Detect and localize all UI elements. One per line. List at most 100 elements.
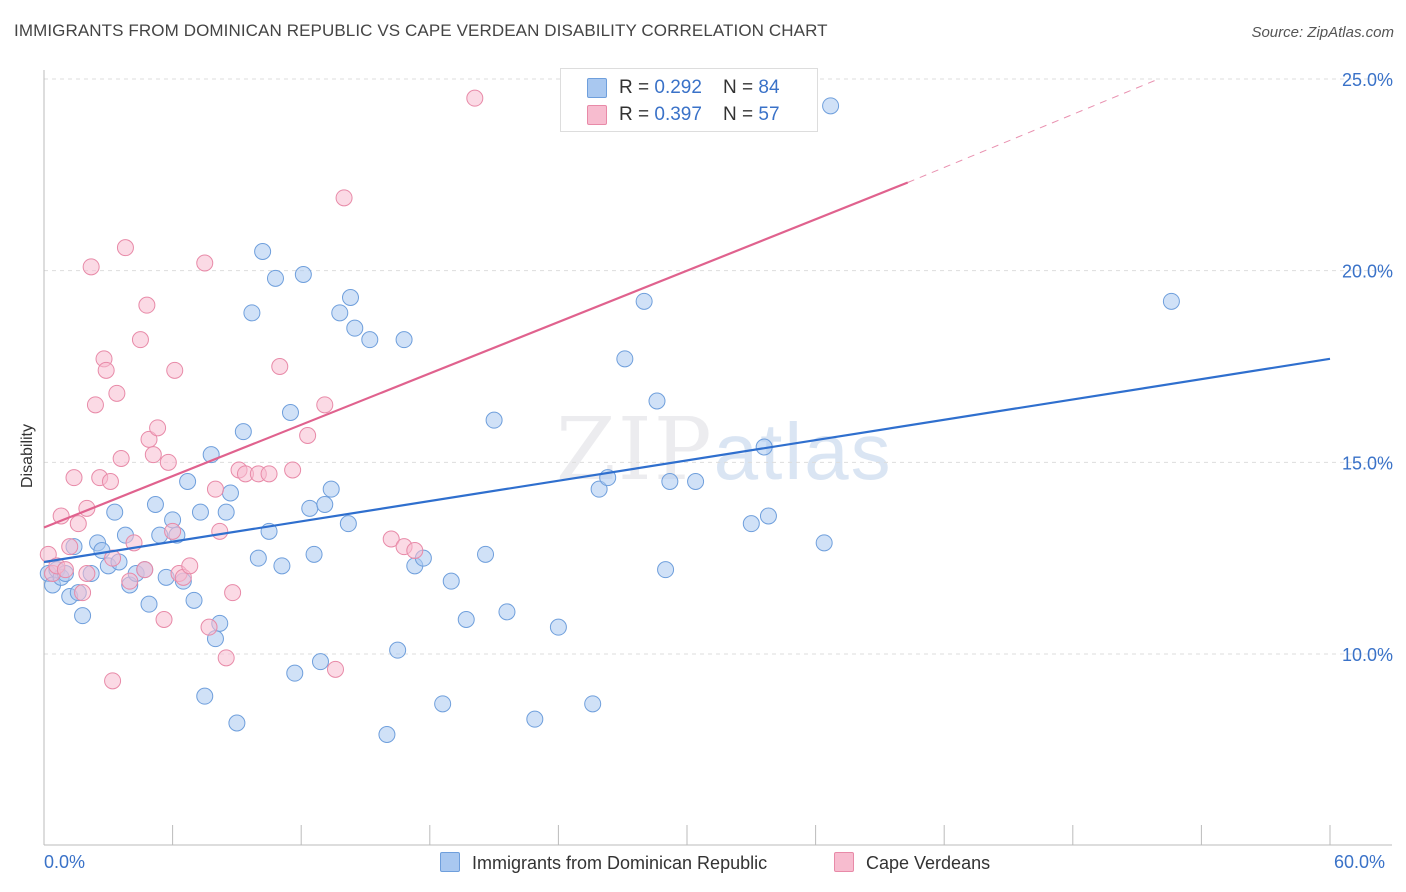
dominican-point <box>140 595 158 613</box>
capeverdean-point <box>121 572 139 590</box>
capeverdean-point <box>164 522 182 540</box>
capeverdean-point <box>131 331 149 349</box>
dominican-trendline <box>43 357 1331 564</box>
capeverdean-point <box>144 446 162 464</box>
dominican-point <box>361 331 379 349</box>
chart-title: IMMIGRANTS FROM DOMINICAN REPUBLIC VS CA… <box>14 21 828 40</box>
capeverdean-point <box>196 254 214 272</box>
capeverdean-trendline <box>43 181 909 529</box>
dominican-point <box>74 607 92 625</box>
capeverdean-point <box>299 427 317 444</box>
capeverdean-point <box>217 649 235 667</box>
r-value-capeverdean: 0.397 <box>654 104 702 125</box>
dominican-point <box>346 319 364 337</box>
capeverdean-point <box>335 189 353 207</box>
capeverdean-point <box>136 561 154 579</box>
x-tick-min: 0.0% <box>44 852 86 872</box>
dominican-point <box>322 480 340 498</box>
capeverdean-point <box>284 461 302 479</box>
capeverdean-point <box>74 584 92 602</box>
dominican-point <box>485 411 503 429</box>
dominican-point <box>457 611 475 628</box>
dominican-point <box>217 503 235 521</box>
capeverdean-point <box>159 453 177 471</box>
correlation-legend: R = 0.292 N = 84 R = 0.397 N = 57 <box>560 68 818 132</box>
capeverdean-point <box>101 473 119 490</box>
dominican-point <box>661 473 679 490</box>
dominican-point <box>106 503 124 521</box>
capeverdean-point <box>271 358 289 375</box>
dominican-point <box>590 480 608 498</box>
capeverdean-point <box>104 672 122 690</box>
capeverdean-point <box>86 396 104 414</box>
dominican-point <box>294 266 312 283</box>
dominican-point <box>179 473 197 490</box>
legend-item-dominican: Immigrants from Dominican Republic <box>440 852 767 874</box>
capeverdean-point <box>382 530 400 548</box>
capeverdean-point <box>138 296 156 314</box>
capeverdean-point <box>149 419 167 437</box>
capeverdean-point <box>112 450 130 467</box>
capeverdean-point <box>166 361 184 379</box>
dominican-point <box>687 473 705 490</box>
dominican-point <box>311 653 329 671</box>
dominican-point <box>185 591 203 609</box>
dominican-point <box>378 726 396 743</box>
capeverdean-point <box>406 542 424 559</box>
dominican-point <box>249 549 267 567</box>
dominican-point <box>301 499 319 517</box>
dominican-point <box>635 292 653 310</box>
y-tick-label: 25.0% <box>1342 70 1393 90</box>
capeverdean-point <box>61 538 79 556</box>
dominican-point <box>498 603 516 621</box>
dominican-point <box>759 507 777 525</box>
capeverdean-point <box>78 565 96 582</box>
legend-swatch <box>440 852 460 872</box>
dominican-point <box>434 695 452 713</box>
dominican-point <box>146 496 164 513</box>
dominican-point <box>1162 292 1180 310</box>
dominican-point <box>616 350 634 368</box>
legend-item-capeverdean: Cape Verdeans <box>834 852 990 874</box>
source-label: Source: ZipAtlas.com <box>1251 24 1394 41</box>
dominican-point <box>281 404 299 421</box>
y-tick-label: 10.0% <box>1342 645 1393 665</box>
capeverdean-point <box>116 239 134 257</box>
dominican-point <box>316 496 334 513</box>
capeverdean-point <box>82 258 100 276</box>
capeverdean-point <box>260 465 278 483</box>
dominican-point <box>254 243 272 260</box>
dominican-point <box>477 545 495 563</box>
capeverdean-point <box>65 469 83 487</box>
capeverdean-point <box>155 611 173 628</box>
dominican-point <box>657 561 675 579</box>
y-tick-label: 15.0% <box>1342 453 1393 473</box>
n-value-dominican: 84 <box>758 77 780 98</box>
dominican-point <box>395 331 413 349</box>
capeverdean-point <box>224 584 242 602</box>
dominican-point <box>196 687 214 705</box>
capeverdean-point <box>206 480 224 498</box>
dominican-point <box>266 269 284 287</box>
dominican-point <box>273 557 291 575</box>
watermark: ZIPatlas <box>556 400 893 500</box>
dominican-point <box>243 304 261 322</box>
dominican-point <box>815 534 833 552</box>
dominican-point <box>234 423 252 441</box>
legend-swatch-capeverdean <box>587 105 607 125</box>
capeverdean-point <box>97 361 115 379</box>
capeverdean-point <box>181 557 199 575</box>
dominican-point <box>341 289 359 306</box>
capeverdean-point <box>326 660 344 678</box>
dominican-point <box>228 714 246 732</box>
dominican-point <box>191 503 209 521</box>
dominican-point <box>389 641 407 659</box>
dominican-point <box>339 515 357 533</box>
capeverdean-point <box>316 396 334 414</box>
dominican-point <box>221 484 239 502</box>
capeverdean-point <box>69 515 87 533</box>
r-value-dominican: 0.292 <box>654 77 702 98</box>
dominican-point <box>584 695 602 713</box>
dominican-point <box>822 97 840 115</box>
